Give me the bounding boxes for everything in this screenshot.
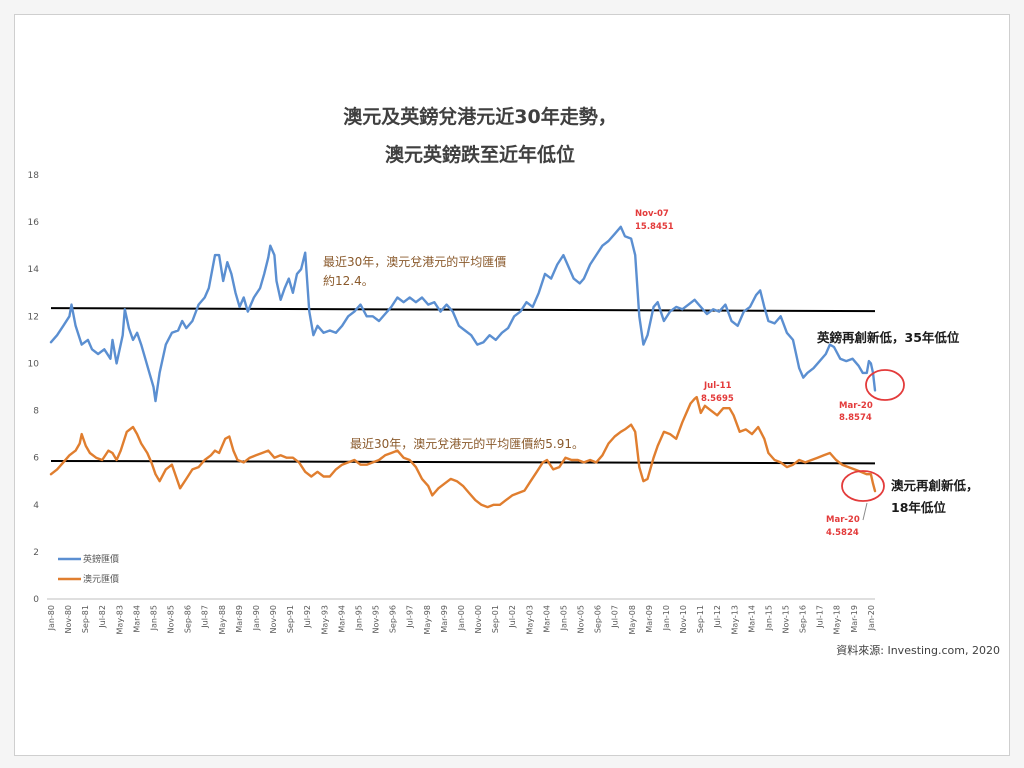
x-axis-ticks: Jan-80 Nov-80 Sep-81 Jul-82 May-83 Mar-84 Jan-… [47, 605, 876, 634]
gbp-high-value-label: 15.8451 [635, 222, 674, 232]
x-tick-label: Jan-10 [662, 605, 671, 631]
x-tick-label: Jan-90 [252, 605, 261, 631]
x-tick-label: Mar-04 [542, 605, 551, 633]
x-tick-label: May-88 [218, 605, 227, 634]
x-tick-label: Sep-06 [594, 605, 603, 633]
x-tick-label: Mar-94 [337, 605, 346, 633]
x-tick-label: May-08 [628, 605, 637, 634]
x-tick-label: Mar-99 [440, 605, 449, 633]
x-tick-label: Jul-92 [303, 605, 312, 629]
aud-low-value-label: 4.5824 [826, 528, 859, 538]
y-tick-label: 16 [28, 218, 40, 228]
y-tick-label: 2 [33, 548, 39, 558]
x-tick-label: Mar-84 [132, 605, 141, 633]
x-tick-label: Jul-97 [406, 605, 415, 629]
x-tick-label: Sep-96 [389, 605, 398, 633]
aud-callout-line-1: 澳元再創新低， [891, 478, 979, 493]
x-tick-label: Jan-00 [457, 605, 466, 631]
x-tick-label: Nov-95 [372, 605, 381, 633]
x-tick-label: Jan-85 [149, 605, 158, 631]
gbp-callout: 英鎊再創新低，35年低位 [817, 330, 960, 345]
x-tick-label: Sep-16 [799, 605, 808, 633]
y-tick-label: 14 [28, 265, 40, 275]
x-tick-label: Sep-81 [81, 605, 90, 633]
series-lines [49, 225, 877, 509]
aud-low-date-label: Mar-20 [826, 515, 860, 525]
aud-series-line [49, 395, 877, 509]
x-tick-label: Nov-10 [679, 605, 688, 633]
x-tick-label: Nov-85 [167, 605, 176, 633]
aud-low-pointer-line [862, 502, 868, 521]
average-line [50, 459, 876, 465]
x-tick-label: Jul-07 [611, 605, 620, 629]
chart-title-line-2: 澳元英鎊跌至近年低位 [385, 143, 575, 166]
x-tick-label: May-93 [320, 605, 329, 634]
x-tick-label: Jul-82 [98, 605, 107, 629]
gbp-average-label-line-2: 約12.4。 [323, 273, 374, 288]
x-tick-label: Nov-90 [269, 605, 278, 633]
x-tick-label: Nov-80 [64, 605, 73, 633]
chart-title-line-1: 澳元及英鎊兌港元近30年走勢， [343, 105, 616, 128]
y-tick-label: 12 [28, 312, 39, 322]
x-tick-label: Mar-09 [645, 605, 654, 633]
y-tick-label: 0 [33, 595, 39, 605]
x-tick-label: Nov-15 [781, 605, 790, 633]
y-tick-label: 8 [33, 407, 39, 417]
x-tick-label: Jul-12 [713, 605, 722, 629]
y-tick-label: 4 [33, 501, 39, 511]
x-tick-label: May-13 [730, 605, 739, 634]
chart-frame: 澳元及英鎊兌港元近30年走勢， 澳元英鎊跌至近年低位 0 2 4 6 8 10 12 14 16… [14, 14, 1010, 756]
average-line [50, 307, 876, 313]
x-tick-label: Mar-14 [747, 605, 756, 633]
x-tick-label: May-83 [115, 605, 124, 634]
aud-low-highlight-circle [841, 470, 885, 502]
chart-canvas: 澳元及英鎊兌港元近30年走勢， 澳元英鎊跌至近年低位 0 2 4 6 8 10 12 14 16… [28, 105, 1000, 657]
y-axis-ticks: 0 2 4 6 8 10 12 14 16 18 [28, 171, 40, 605]
legend-gbp-label: 英鎊匯價 [83, 553, 119, 565]
x-tick-label: Mar-19 [850, 605, 859, 633]
x-tick-label: Jan-20 [867, 605, 876, 631]
x-tick-label: Sep-01 [491, 605, 500, 633]
y-tick-label: 6 [33, 454, 39, 464]
legend: 英鎊匯價 澳元匯價 [58, 553, 119, 585]
x-tick-label: Jan-80 [47, 605, 56, 631]
x-tick-label: Sep-11 [696, 605, 705, 633]
x-tick-label: Mar-89 [235, 605, 244, 633]
y-tick-label: 10 [28, 359, 40, 369]
average-lines [50, 307, 876, 465]
x-tick-label: Jan-15 [764, 605, 773, 631]
x-tick-label: Nov-05 [577, 605, 586, 633]
source-note: 資料來源: Investing.com, 2020 [836, 643, 1000, 657]
legend-aud-label: 澳元匯價 [83, 573, 119, 585]
x-tick-label: Jan-95 [354, 605, 363, 631]
x-tick-label: Jul-02 [508, 605, 517, 629]
x-tick-label: Jul-87 [201, 605, 210, 629]
aud-average-label: 最近30年，澳元兌港元的平均匯價約5.91。 [350, 436, 584, 451]
gbp-average-label-line-1: 最近30年，澳元兌港元的平均匯價 [323, 254, 506, 269]
gbp-low-highlight-circle [865, 369, 905, 401]
y-tick-label: 18 [28, 171, 40, 181]
x-tick-label: Nov-00 [474, 605, 483, 633]
x-tick-label: Jan-05 [559, 605, 568, 631]
x-tick-label: May-18 [833, 605, 842, 634]
x-tick-label: Sep-86 [184, 605, 193, 633]
x-tick-label: May-98 [423, 605, 432, 634]
x-tick-label: Sep-91 [286, 605, 295, 633]
x-tick-label: Jul-17 [816, 605, 825, 629]
gbp-low-date-label: Mar-20 [839, 401, 873, 411]
x-tick-label: May-03 [525, 605, 534, 634]
gbp-low-value-label: 8.8574 [839, 413, 872, 423]
gbp-high-date-label: Nov-07 [635, 209, 669, 219]
gbp-series-line [49, 225, 877, 403]
aud-callout-line-2: 18年低位 [891, 500, 946, 515]
aud-high-date-label: Jul-11 [703, 381, 732, 391]
aud-high-value-label: 8.5695 [701, 394, 734, 404]
